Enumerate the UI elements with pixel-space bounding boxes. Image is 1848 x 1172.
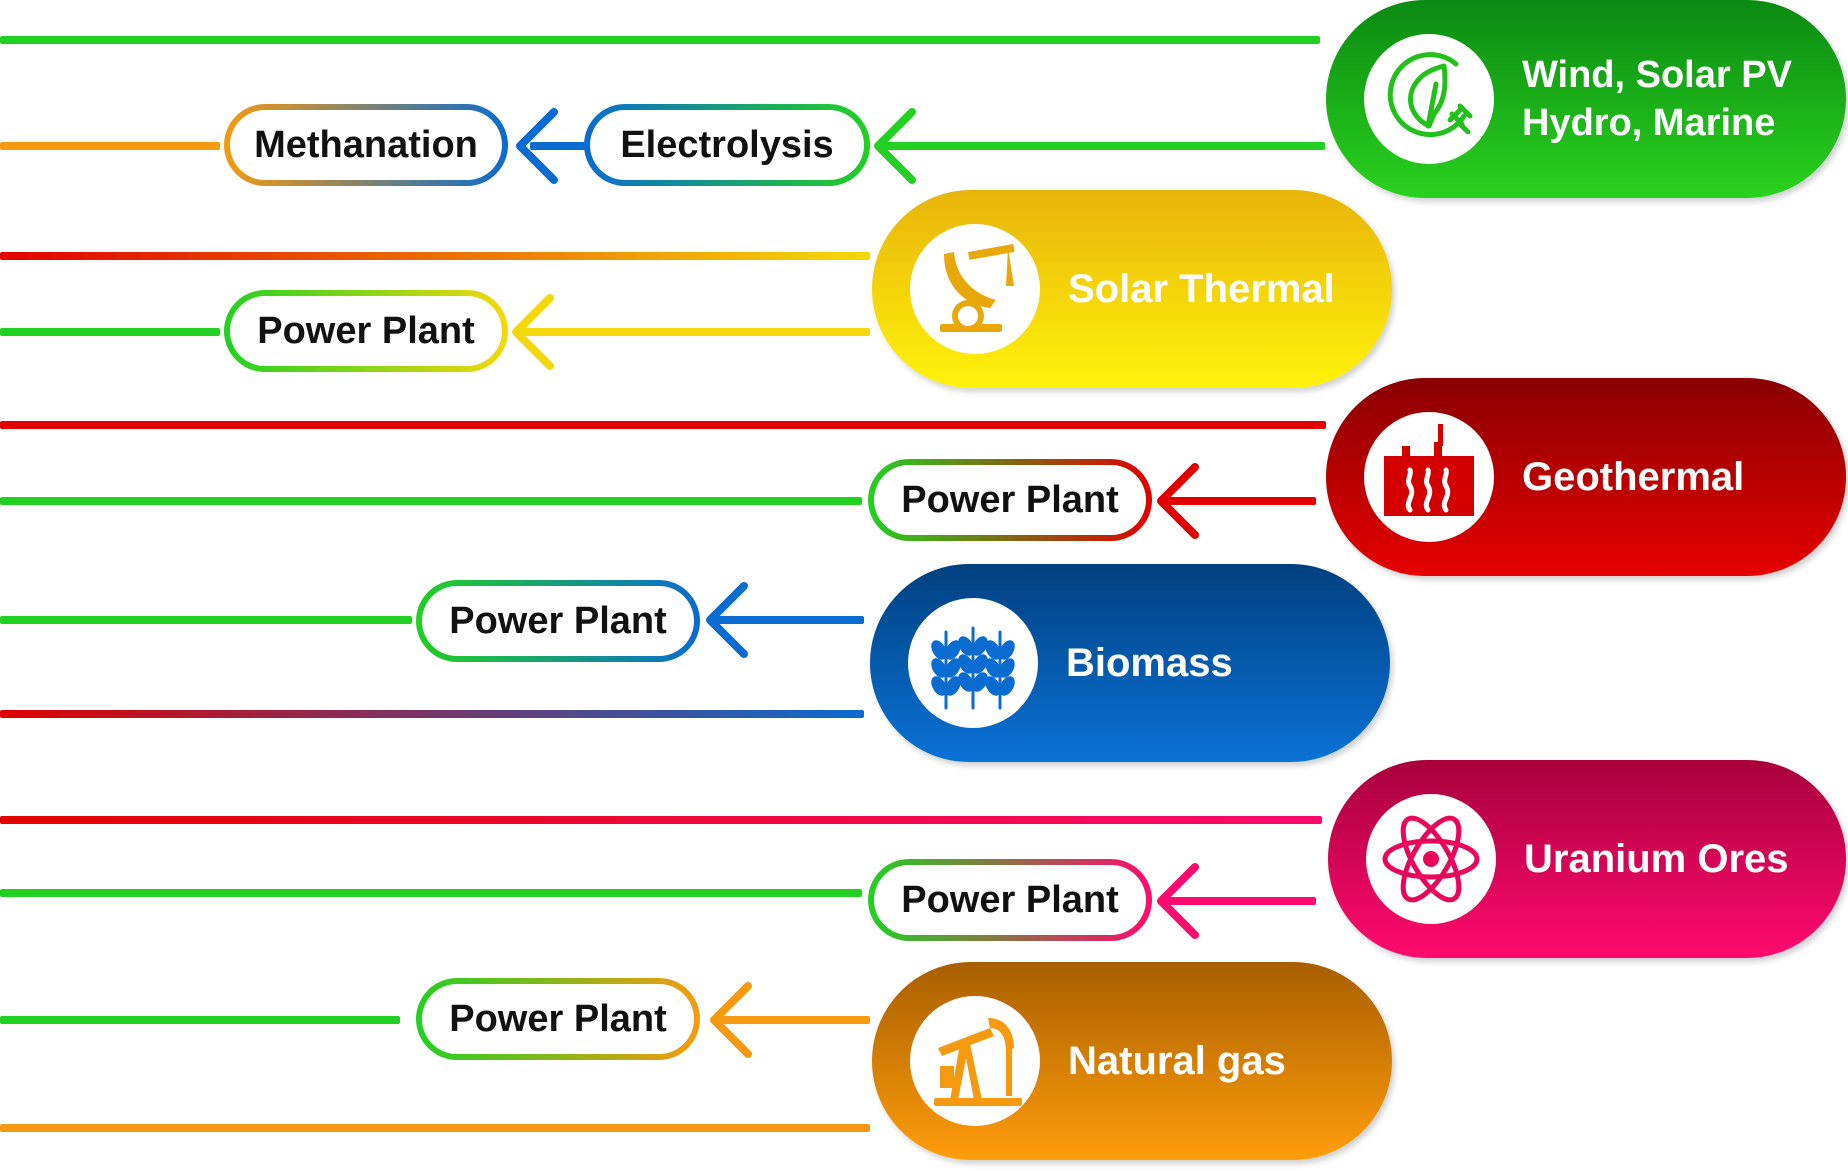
electrolysis-label: Electrolysis	[590, 110, 864, 180]
solar-powerplant-node: Power Plant	[224, 290, 508, 372]
factory-heat-icon	[1364, 412, 1494, 542]
atom-icon	[1366, 794, 1496, 924]
wind-solar-label-line2: Hydro, Marine	[1522, 102, 1776, 144]
solar-thermal-source: Solar Thermal	[872, 190, 1392, 388]
geothermal-source: Geothermal	[1326, 378, 1846, 576]
geo-powerplant-node: Power Plant	[868, 459, 1152, 541]
biomass-power-output-line	[0, 616, 412, 624]
biomass-label: Biomass	[1066, 641, 1233, 685]
geothermal-heat-line	[0, 421, 1326, 429]
gas-powerplant-label: Power Plant	[422, 984, 694, 1054]
geothermal-label: Geothermal	[1522, 455, 1745, 499]
natural-gas-source: Natural gas	[872, 962, 1392, 1160]
biomass-powerplant-label: Power Plant	[422, 586, 694, 656]
arrow-to-electrolysis	[874, 108, 916, 184]
arrow-to-geo-powerplant	[1157, 463, 1199, 539]
biomass-heat-line	[0, 710, 864, 718]
methane-output-line	[0, 142, 220, 150]
solar-dish-icon	[910, 224, 1040, 354]
wind-solar-label: Wind, Solar PV Hydro, Marine	[1522, 51, 1792, 147]
uranium-label: Uranium Ores	[1524, 837, 1789, 881]
biomass-source: Biomass	[870, 564, 1390, 762]
gas-powerplant-node: Power Plant	[416, 978, 700, 1060]
gas-to-powerplant-line	[712, 1016, 870, 1024]
wind-solar-label-line1: Wind, Solar PV	[1522, 54, 1792, 96]
electrolysis-to-methanation-line	[530, 142, 586, 150]
oil-pump-icon	[910, 996, 1040, 1126]
wind-electricity-line	[0, 36, 1320, 44]
biomass-powerplant-node: Power Plant	[416, 580, 700, 662]
wheat-icon	[908, 598, 1038, 728]
solar-powerplant-label: Power Plant	[230, 296, 502, 366]
solar-heat-line	[0, 252, 870, 260]
uranium-powerplant-node: Power Plant	[868, 859, 1152, 941]
uranium-power-output-line	[0, 889, 862, 897]
natural-gas-label: Natural gas	[1068, 1039, 1286, 1083]
arrow-to-uranium-powerplant	[1157, 863, 1199, 939]
wind-to-electrolysis-line	[880, 142, 1325, 150]
electrolysis-node: Electrolysis	[584, 104, 870, 186]
uranium-source: Uranium Ores	[1328, 760, 1846, 958]
uranium-to-powerplant-line	[1160, 897, 1316, 905]
methanation-label: Methanation	[230, 110, 502, 180]
gas-heat-line	[0, 1124, 870, 1132]
geo-to-powerplant-line	[1160, 497, 1316, 505]
solar-to-powerplant-line	[520, 328, 870, 336]
leaf-plug-icon	[1364, 34, 1494, 164]
arrow-to-gas-powerplant	[710, 982, 752, 1058]
biomass-to-powerplant-line	[712, 616, 864, 624]
solar-thermal-label: Solar Thermal	[1068, 267, 1335, 311]
wind-solar-source: Wind, Solar PV Hydro, Marine	[1326, 0, 1846, 198]
methanation-node: Methanation	[224, 104, 508, 186]
solar-power-output-line	[0, 328, 220, 336]
geo-powerplant-label: Power Plant	[874, 465, 1146, 535]
uranium-heat-line	[0, 816, 1322, 824]
geo-power-output-line	[0, 497, 862, 505]
gas-power-output-line	[0, 1016, 400, 1024]
uranium-powerplant-label: Power Plant	[874, 865, 1146, 935]
arrow-to-solar-powerplant	[512, 294, 554, 370]
arrow-to-methanation	[516, 108, 558, 184]
arrow-to-biomass-powerplant	[706, 582, 748, 658]
